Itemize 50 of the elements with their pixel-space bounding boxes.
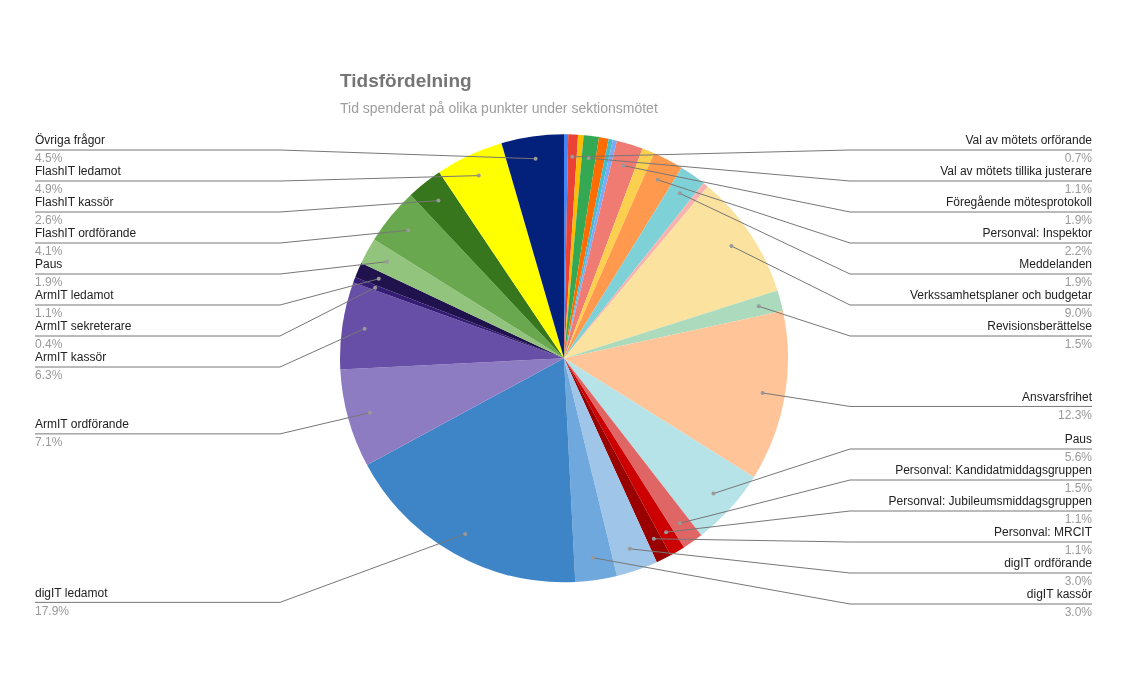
slice-label: Revisionsberättelse bbox=[987, 319, 1093, 334]
chart-subtitle: Tid spenderat på olika punkter under sektionsmötet bbox=[340, 100, 658, 117]
data-label: 0.4% bbox=[35, 337, 63, 352]
data-label: 1.9% bbox=[35, 275, 63, 290]
slice-label: digIT kassör bbox=[1026, 587, 1092, 602]
slice-label: ArmIT kassör bbox=[35, 350, 107, 365]
slice-label: ArmIT ordförande bbox=[35, 417, 130, 432]
slice-label: Personval: Kandidatmiddagsgruppen bbox=[895, 463, 1092, 478]
data-label: 1.5% bbox=[1064, 337, 1093, 352]
data-label: 9.0% bbox=[1064, 306, 1093, 321]
data-label: 6.3% bbox=[35, 368, 63, 383]
data-label: 2.6% bbox=[35, 213, 63, 228]
data-label: 1.1% bbox=[1064, 512, 1093, 527]
data-label: 1.1% bbox=[35, 306, 63, 321]
slice-label: Personval: Inspektor bbox=[982, 226, 1092, 241]
slice-label: digIT ordförande bbox=[1004, 556, 1093, 571]
data-label: 3.0% bbox=[1064, 574, 1093, 589]
slice-label: Ansvarsfrihet bbox=[1021, 389, 1093, 404]
data-label: 1.9% bbox=[1064, 275, 1093, 290]
data-label: 12.3% bbox=[1057, 407, 1093, 422]
data-label: 17.9% bbox=[35, 603, 70, 618]
slice-label: FlashIT ledamot bbox=[35, 164, 122, 179]
slice-label: Föregående mötesprotokoll bbox=[945, 195, 1092, 210]
data-label: 5.6% bbox=[1064, 450, 1093, 465]
slice-label: FlashIT kassör bbox=[35, 195, 114, 210]
data-label: 7.1% bbox=[35, 435, 63, 450]
data-label: 0.7% bbox=[1064, 151, 1093, 166]
data-label: 1.1% bbox=[1064, 182, 1093, 197]
data-label: 3.0% bbox=[1064, 605, 1093, 620]
data-label: 4.5% bbox=[35, 151, 63, 166]
data-label: 2.2% bbox=[1064, 244, 1093, 259]
chart-title: Tidsfördelning bbox=[340, 69, 472, 91]
data-label: 4.9% bbox=[35, 182, 63, 197]
data-label: 4.1% bbox=[35, 244, 63, 259]
data-label: 1.9% bbox=[1064, 213, 1093, 228]
data-label: 1.5% bbox=[1064, 481, 1093, 496]
slice-label: Personval: Jubileumsmiddagsgruppen bbox=[888, 494, 1092, 509]
slice-label: Övriga frågor bbox=[35, 133, 106, 148]
slice-label: Verkssamhetsplaner och budgetar bbox=[909, 288, 1092, 303]
slice-label: Paus bbox=[35, 257, 63, 272]
slice-label: Paus bbox=[1064, 432, 1092, 447]
slice-label: FlashIT ordförande bbox=[35, 226, 137, 241]
data-label: 1.1% bbox=[1064, 543, 1093, 558]
slice-label: Personval: MRCIT bbox=[993, 525, 1093, 540]
slice-label: ArmIT sekreterare bbox=[35, 319, 132, 334]
slice-label: Meddelanden bbox=[1019, 257, 1092, 272]
slice-label: Val av mötets tillika justerare bbox=[940, 164, 1093, 179]
slice-label: Val av mötets orförande bbox=[965, 133, 1093, 148]
slice-label: digIT ledamot bbox=[35, 585, 109, 600]
slice-label: ArmIT ledamot bbox=[35, 288, 115, 303]
